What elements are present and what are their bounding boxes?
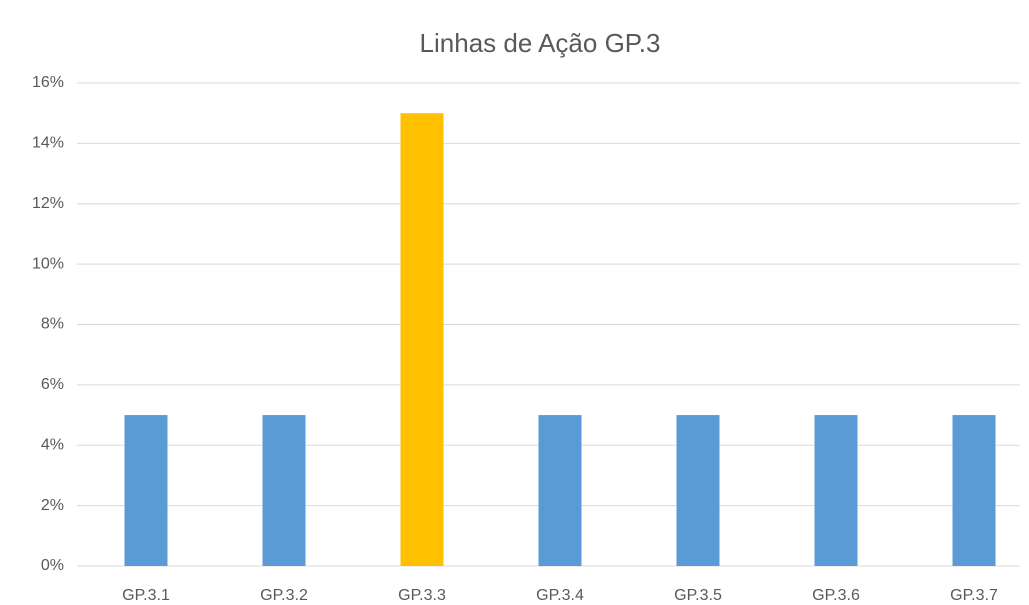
y-tick-label: 0% — [41, 557, 64, 574]
x-tick-label: GP.3.6 — [812, 587, 860, 604]
bar — [952, 415, 996, 566]
y-tick-label: 14% — [32, 135, 64, 152]
y-tick-label: 4% — [41, 436, 64, 453]
y-tick-label: 16% — [32, 74, 64, 91]
bar — [676, 415, 720, 566]
x-tick-label: GP.3.3 — [398, 587, 446, 604]
x-tick-label: GP.3.2 — [260, 587, 308, 604]
x-tick-label: GP.3.4 — [536, 587, 584, 604]
y-tick-label: 8% — [41, 316, 64, 333]
x-tick-label: GP.3.5 — [674, 587, 722, 604]
bar — [262, 415, 306, 566]
chart-title: Linhas de Ação GP.3 — [420, 28, 661, 58]
y-tick-label: 6% — [41, 376, 64, 393]
bar — [538, 415, 582, 566]
y-tick-label: 12% — [32, 195, 64, 212]
bar — [814, 415, 858, 566]
bar — [400, 113, 444, 566]
y-tick-label: 10% — [32, 255, 64, 272]
y-tick-label: 2% — [41, 497, 64, 514]
x-tick-label: GP.3.1 — [122, 587, 170, 604]
x-tick-label: GP.3.7 — [950, 587, 998, 604]
bar — [124, 415, 168, 566]
